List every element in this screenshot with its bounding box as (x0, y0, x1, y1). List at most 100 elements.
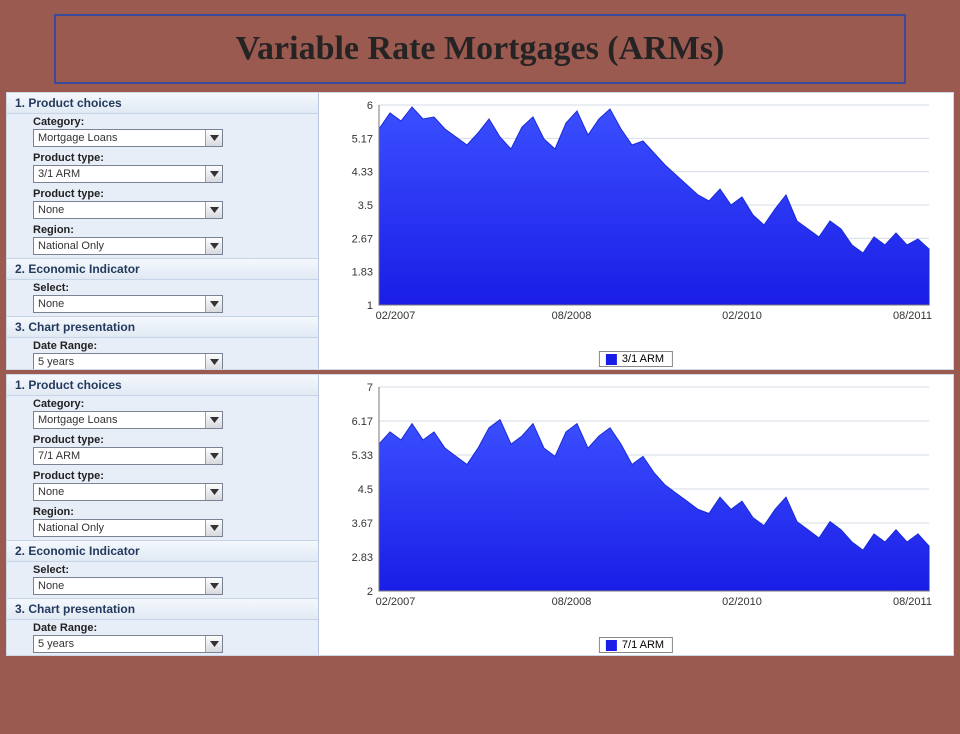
select-value: None (38, 580, 64, 592)
select-value: Mortgage Loans (38, 132, 118, 144)
form-field: Region: National Only (7, 222, 318, 258)
svg-text:2.83: 2.83 (352, 552, 373, 564)
svg-text:02/2007: 02/2007 (376, 310, 416, 322)
panel: 1. Product choices Category: Mortgage Lo… (6, 92, 954, 370)
svg-text:2: 2 (367, 586, 373, 598)
field-label: Category: (33, 116, 310, 128)
chart-svg: 7 6.17 5.33 4.5 3.67 2.83 2 02/2007 08/2008 02/2… (329, 381, 939, 623)
svg-text:08/2011: 08/2011 (893, 310, 932, 322)
legend-swatch (606, 640, 617, 651)
svg-text:4.33: 4.33 (352, 167, 373, 179)
chevron-down-icon (205, 166, 222, 182)
select-producttype[interactable]: None (33, 483, 223, 501)
select-category[interactable]: Mortgage Loans (33, 129, 223, 147)
svg-text:08/2008: 08/2008 (552, 596, 592, 608)
form-field: Region: National Only (7, 504, 318, 540)
field-label: Date Range: (33, 340, 310, 352)
svg-text:2.67: 2.67 (352, 233, 373, 245)
chevron-down-icon (205, 578, 222, 594)
select-select[interactable]: None (33, 577, 223, 595)
chevron-down-icon (205, 520, 222, 536)
select-producttype[interactable]: 3/1 ARM (33, 165, 223, 183)
select-select[interactable]: None (33, 295, 223, 313)
select-value: None (38, 486, 64, 498)
svg-text:1: 1 (367, 300, 373, 312)
select-value: National Only (38, 522, 104, 534)
form-field: Category: Mortgage Loans (7, 114, 318, 150)
field-label: Select: (33, 564, 310, 576)
field-label: Region: (33, 506, 310, 518)
form-field: Product type: None (7, 186, 318, 222)
svg-text:3.67: 3.67 (352, 518, 373, 530)
section-head: 2. Economic Indicator (7, 540, 318, 562)
field-label: Region: (33, 224, 310, 236)
form-field: Category: Mortgage Loans (7, 396, 318, 432)
select-daterange[interactable]: 5 years (33, 353, 223, 370)
form-field: Select: None (7, 562, 318, 598)
svg-text:6: 6 (367, 100, 373, 112)
form-field: Product type: 7/1 ARM (7, 432, 318, 468)
form-field: Select: None (7, 280, 318, 316)
svg-text:08/2008: 08/2008 (552, 310, 592, 322)
select-value: 7/1 ARM (38, 450, 80, 462)
svg-text:5.17: 5.17 (352, 133, 373, 145)
select-daterange[interactable]: 5 years (33, 635, 223, 653)
field-label: Product type: (33, 470, 310, 482)
section-head: 3. Chart presentation (7, 316, 318, 338)
select-value: None (38, 204, 64, 216)
legend-label: 7/1 ARM (622, 639, 664, 651)
select-value: 3/1 ARM (38, 168, 80, 180)
slide-title: Variable Rate Mortgages (ARMs) (66, 30, 894, 68)
section-head: 3. Chart presentation (7, 598, 318, 620)
select-region[interactable]: National Only (33, 519, 223, 537)
chevron-down-icon (205, 448, 222, 464)
section-head: 1. Product choices (7, 375, 318, 396)
chart-legend: 3/1 ARM (599, 351, 673, 367)
select-value: 5 years (38, 356, 74, 368)
section-head: 2. Economic Indicator (7, 258, 318, 280)
section-head: 1. Product choices (7, 93, 318, 114)
field-label: Product type: (33, 434, 310, 446)
chevron-down-icon (205, 354, 222, 370)
svg-text:02/2010: 02/2010 (722, 310, 762, 322)
field-label: Select: (33, 282, 310, 294)
select-producttype[interactable]: None (33, 201, 223, 219)
chevron-down-icon (205, 412, 222, 428)
field-label: Product type: (33, 188, 310, 200)
svg-text:7: 7 (367, 382, 373, 394)
slide-title-container: Variable Rate Mortgages (ARMs) (54, 14, 906, 84)
form-field: Product type: 3/1 ARM (7, 150, 318, 186)
chevron-down-icon (205, 130, 222, 146)
svg-text:6.17: 6.17 (352, 416, 373, 428)
chevron-down-icon (205, 636, 222, 652)
svg-text:5.33: 5.33 (352, 450, 373, 462)
chart-side: 6 5.17 4.33 3.5 2.67 1.83 1 02/2007 08/2008 02/2… (319, 93, 953, 369)
svg-text:3.5: 3.5 (358, 200, 373, 212)
field-label: Product type: (33, 152, 310, 164)
select-region[interactable]: National Only (33, 237, 223, 255)
chart-side: 7 6.17 5.33 4.5 3.67 2.83 2 02/2007 08/2008 02/2… (319, 375, 953, 655)
form-side: 1. Product choices Category: Mortgage Lo… (7, 93, 319, 369)
svg-text:02/2010: 02/2010 (722, 596, 762, 608)
chevron-down-icon (205, 484, 222, 500)
select-value: None (38, 298, 64, 310)
chevron-down-icon (205, 296, 222, 312)
form-side: 1. Product choices Category: Mortgage Lo… (7, 375, 319, 655)
svg-text:02/2007: 02/2007 (376, 596, 416, 608)
svg-text:08/2011: 08/2011 (893, 596, 932, 608)
chevron-down-icon (205, 238, 222, 254)
form-field: Date Range: 5 years (7, 338, 318, 370)
svg-text:4.5: 4.5 (358, 484, 373, 496)
field-label: Date Range: (33, 622, 310, 634)
select-category[interactable]: Mortgage Loans (33, 411, 223, 429)
select-producttype[interactable]: 7/1 ARM (33, 447, 223, 465)
chevron-down-icon (205, 202, 222, 218)
form-field: Date Range: 5 years (7, 620, 318, 656)
select-value: National Only (38, 240, 104, 252)
legend-swatch (606, 354, 617, 365)
field-label: Category: (33, 398, 310, 410)
panels-container: 1. Product choices Category: Mortgage Lo… (6, 92, 954, 656)
legend-label: 3/1 ARM (622, 353, 664, 365)
select-value: Mortgage Loans (38, 414, 118, 426)
svg-text:1.83: 1.83 (352, 267, 373, 279)
